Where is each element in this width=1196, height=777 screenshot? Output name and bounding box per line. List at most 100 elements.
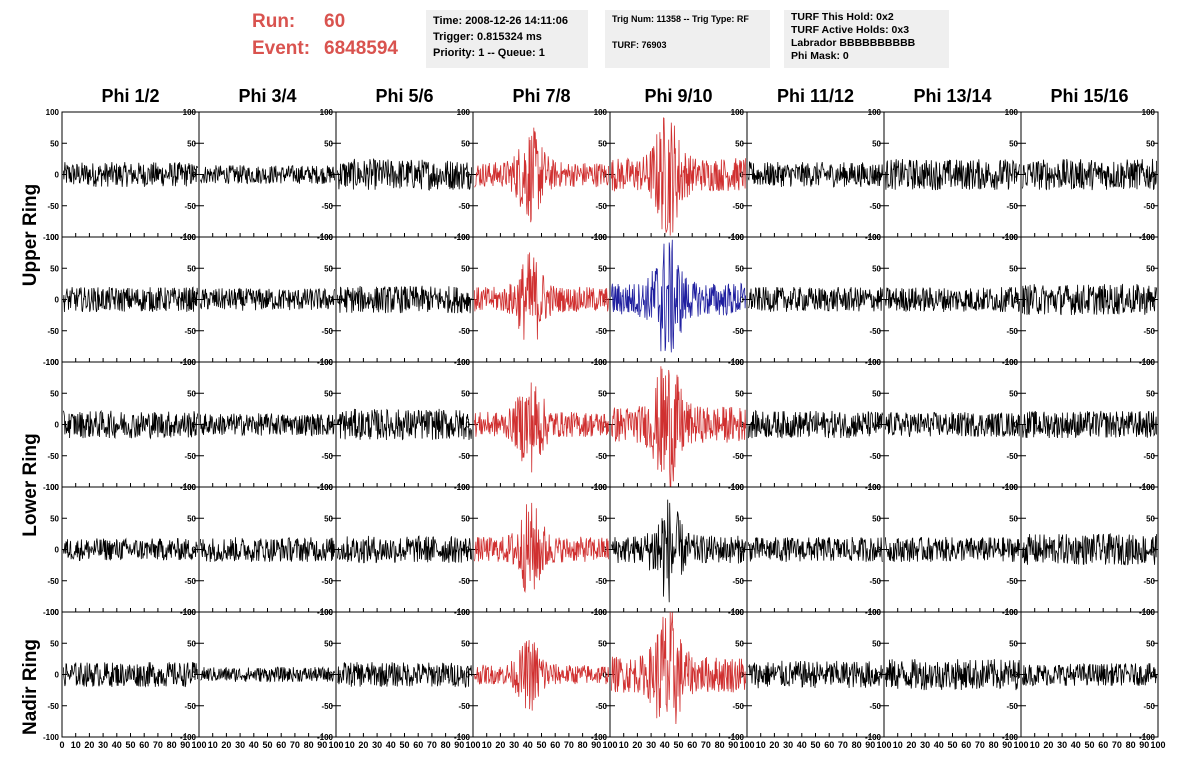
y-tick-label: 100 (1005, 233, 1019, 242)
y-tick-label: 50 (324, 639, 333, 648)
waveform-trace (885, 411, 1020, 437)
x-tick-label: 30 (509, 740, 519, 750)
y-tick-label: -50 (47, 327, 59, 336)
x-tick-label: 80 (304, 740, 314, 750)
event-label: Event: (252, 38, 311, 59)
waveform-trace (337, 662, 472, 689)
y-tick-label: -100 (43, 233, 60, 242)
y-tick-label: 50 (50, 139, 59, 148)
waveform-trace (611, 611, 746, 725)
y-tick-label: 100 (457, 233, 471, 242)
y-tick-label: -50 (732, 202, 744, 211)
y-tick-label: -50 (732, 452, 744, 461)
y-tick-label: 50 (1009, 264, 1018, 273)
y-tick-label: -50 (869, 577, 881, 586)
y-tick-label: -50 (184, 702, 196, 711)
x-tick-label: 50 (262, 740, 272, 750)
y-tick-label: 50 (872, 514, 881, 523)
x-tick-label: 10 (345, 740, 355, 750)
y-tick-label: 100 (183, 108, 197, 117)
y-tick-label: 50 (872, 639, 881, 648)
x-tick-label: 0 (59, 740, 64, 750)
turf-info-box: TURF This Hold: 0x2 TURF Active Holds: 0… (784, 10, 949, 68)
y-tick-label: -50 (595, 702, 607, 711)
y-tick-label: -50 (458, 327, 470, 336)
y-tick-label: 50 (324, 514, 333, 523)
x-tick-label: 40 (660, 740, 670, 750)
x-tick-label: 70 (701, 740, 711, 750)
y-tick-label: 50 (187, 639, 196, 648)
y-tick-label: 100 (594, 483, 608, 492)
y-tick-label: 100 (183, 358, 197, 367)
x-tick-label: 30 (235, 740, 245, 750)
y-tick-label: 50 (735, 389, 744, 398)
y-tick-label: -50 (47, 702, 59, 711)
x-tick-label: 90 (454, 740, 464, 750)
y-tick-label: 100 (731, 358, 745, 367)
y-tick-label: 100 (594, 108, 608, 117)
y-tick-label: 50 (872, 139, 881, 148)
y-tick-label: -50 (321, 452, 333, 461)
waveform-trace (200, 537, 335, 563)
priority-line: Priority: 1 -- Queue: 1 (433, 47, 545, 59)
time-info-box: Time: 2008-12-26 14:11:06 Trigger: 0.815… (426, 10, 588, 68)
phi-label-6: Phi 11/12 (776, 86, 855, 106)
y-tick-label: 100 (46, 108, 60, 117)
x-tick-label: 10 (482, 740, 492, 750)
y-tick-label: -50 (595, 202, 607, 211)
waveform-trace (1022, 410, 1157, 439)
x-tick-label: 100 (465, 740, 480, 750)
phi-label-4: Phi 7/8 (512, 86, 571, 106)
y-tick-label: -50 (1006, 327, 1018, 336)
y-tick-label: 50 (1146, 264, 1155, 273)
phi-mask-line: Phi Mask: 0 (791, 50, 849, 62)
x-tick-label: 50 (399, 740, 409, 750)
y-tick-label: 100 (457, 483, 471, 492)
x-tick-label: 100 (1150, 740, 1165, 750)
y-tick-label: 50 (324, 264, 333, 273)
waveform-trace (611, 239, 746, 353)
y-tick-label: -50 (47, 577, 59, 586)
y-tick-label: 100 (1005, 108, 1019, 117)
phi-label-1: Phi 1/2 (101, 86, 160, 106)
y-tick-label: -50 (47, 202, 59, 211)
y-tick-label: 0 (1014, 296, 1019, 305)
y-tick-label: -50 (1143, 702, 1155, 711)
x-tick-label: 20 (632, 740, 642, 750)
phi-label-2: Phi 3/4 (238, 86, 297, 106)
waveform-trace (885, 659, 1020, 691)
y-tick-label: -50 (321, 202, 333, 211)
event-value: 6848594 (324, 38, 398, 59)
x-tick-label: 80 (989, 740, 999, 750)
y-tick-label: 0 (192, 671, 197, 680)
phi-header: Phi 1/2 Phi 3/4 Phi 5/6 Phi 7/8 Phi 9/10… (0, 86, 1196, 110)
waveform-trace (200, 165, 335, 185)
y-tick-label: 0 (603, 546, 608, 555)
x-tick-label: 60 (961, 740, 971, 750)
x-tick-label: 40 (112, 740, 122, 750)
y-tick-label: 50 (324, 139, 333, 148)
y-tick-label: 100 (731, 608, 745, 617)
y-tick-label: -100 (43, 358, 60, 367)
trigger-line: Trigger: 0.815324 ms (433, 31, 542, 43)
x-tick-label: 30 (920, 740, 930, 750)
y-tick-label: 50 (1146, 514, 1155, 523)
x-tick-label: 90 (865, 740, 875, 750)
x-tick-label: 30 (1057, 740, 1067, 750)
waveform-trace (611, 499, 746, 603)
waveform-trace (611, 366, 746, 488)
y-tick-label: -50 (184, 577, 196, 586)
x-tick-label: 60 (413, 740, 423, 750)
x-tick-label: 80 (715, 740, 725, 750)
y-tick-label: 50 (598, 639, 607, 648)
x-tick-label: 30 (98, 740, 108, 750)
waveform-trace (748, 160, 883, 188)
y-tick-label: 50 (461, 139, 470, 148)
y-tick-label: 50 (461, 264, 470, 273)
waveform-trace (1022, 158, 1157, 191)
y-tick-label: 50 (50, 389, 59, 398)
y-tick-label: 0 (877, 546, 882, 555)
waveform-trace (474, 127, 609, 223)
waveform-trace (748, 536, 883, 563)
y-tick-label: -50 (732, 702, 744, 711)
